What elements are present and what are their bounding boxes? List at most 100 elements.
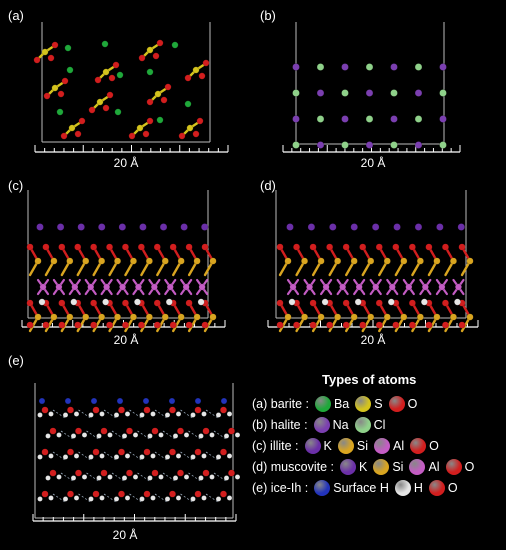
silicon-atom [284,313,292,321]
hydrogen-bond [213,430,227,440]
hydrogen-atom [37,496,43,502]
atom-name: Al [393,439,405,453]
silicon-atom [317,257,325,265]
silicon-atom [334,313,342,321]
oxygen-atom [117,490,126,498]
sulfur-atom [154,90,162,98]
aluminum-atom [421,283,429,291]
hydrogen-bond [154,409,168,419]
oxygen-atom [74,243,82,251]
legend-row-prefix: (b) halite : [252,418,308,432]
oxygen-atom [112,61,120,69]
oxygen-atom [121,243,130,251]
oxygen-atom [326,243,334,251]
sodium-atom [414,141,423,149]
hydrogen-atom [164,496,171,502]
oxygen-atom [309,243,317,251]
hydrogen-bond [60,472,74,482]
barium-atom [116,71,124,79]
oxygen-atom [458,321,466,329]
oxygen-atom [121,299,130,307]
oxygen-atom [41,406,49,414]
hydrogen-atom [226,495,233,501]
sodium-atom [292,63,300,71]
oxygen-atom [41,490,49,498]
atom-name: O [429,439,439,453]
surface-hydrogen-atom [220,397,228,405]
chlorine-atom [390,141,398,149]
panel-c-scale-label: 20 Å [113,333,139,347]
hydrogen-bond [103,409,117,419]
hydrogen-atom [70,475,77,481]
oxygen-atom [156,39,164,47]
oxygen-atom [152,52,160,60]
hydrogen-bond [213,472,227,482]
sodium-atom [316,141,325,149]
oxygen-atom [169,243,177,251]
hydrogen-atom [226,411,233,417]
hydrogen-atom [73,453,80,459]
hydrogen-bond [111,430,125,440]
oxygen-atom [90,243,98,251]
oxygen-atom [276,299,284,307]
oxygen-atom [359,321,367,329]
oxygen-atom [202,427,210,435]
hydrogen-atom [201,495,207,501]
oxygen-atom [43,92,51,100]
sodium-atom [365,89,374,97]
panel-d-label: (d) [260,178,276,193]
oxygen-atom [61,77,69,85]
oxygen-atom [375,243,383,251]
silicon-atom [209,257,217,265]
hydrogen-atom [175,411,182,417]
oxygen-atom [137,321,145,329]
hydrogen-atom [99,495,105,501]
atom-swatch-icon [428,480,445,496]
chlorine-atom [439,89,447,97]
oxygen-atom [138,54,146,62]
atom-swatch-icon [314,480,331,496]
hydrogen-atom [107,432,113,438]
hydrogen-bond [52,409,66,419]
panel-e-label: (e) [8,353,24,368]
oxygen-atom [66,406,75,414]
hydrogen-atom [150,411,156,417]
hydrogen-bond [86,472,99,482]
oxygen-atom [117,448,126,456]
oxygen-atom [42,243,50,251]
silicon-atom [383,257,391,265]
hydrogen-atom [454,298,461,306]
potassium-atom [56,223,65,231]
hydrogen-atom [121,475,128,481]
oxygen-atom [185,299,193,307]
hydrogen-atom [124,411,131,417]
hydrogen-atom [190,496,196,502]
oxygen-atom [92,406,100,414]
hydrogen-atom [132,432,139,438]
hydrogen-bond [154,493,168,503]
oxygen-atom [137,243,145,251]
oxygen-atom [143,406,151,414]
aluminum-atom [438,283,446,291]
hydrogen-atom [88,412,94,418]
silicon-atom [50,257,58,265]
oxygen-atom [342,243,350,251]
sulfur-atom [192,66,200,74]
oxygen-atom [408,321,416,329]
hydrogen-atom [139,454,145,460]
oxygen-atom [151,427,159,435]
hydrogen-atom [234,474,241,480]
oxygen-atom [309,321,317,329]
surface-hydrogen-atom [142,397,150,405]
potassium-atom [98,223,106,231]
oxygen-atom [117,406,126,414]
barium-atom [171,41,179,49]
hydrogen-atom [62,454,69,460]
aluminum-atom [71,283,79,291]
aluminum-atom [372,283,380,291]
oxygen-atom [375,321,383,329]
oxygen-atom [359,243,367,251]
aluminum-atom [119,283,126,291]
legend-row: (e) ice-Ih : Surface H H O [252,478,460,498]
